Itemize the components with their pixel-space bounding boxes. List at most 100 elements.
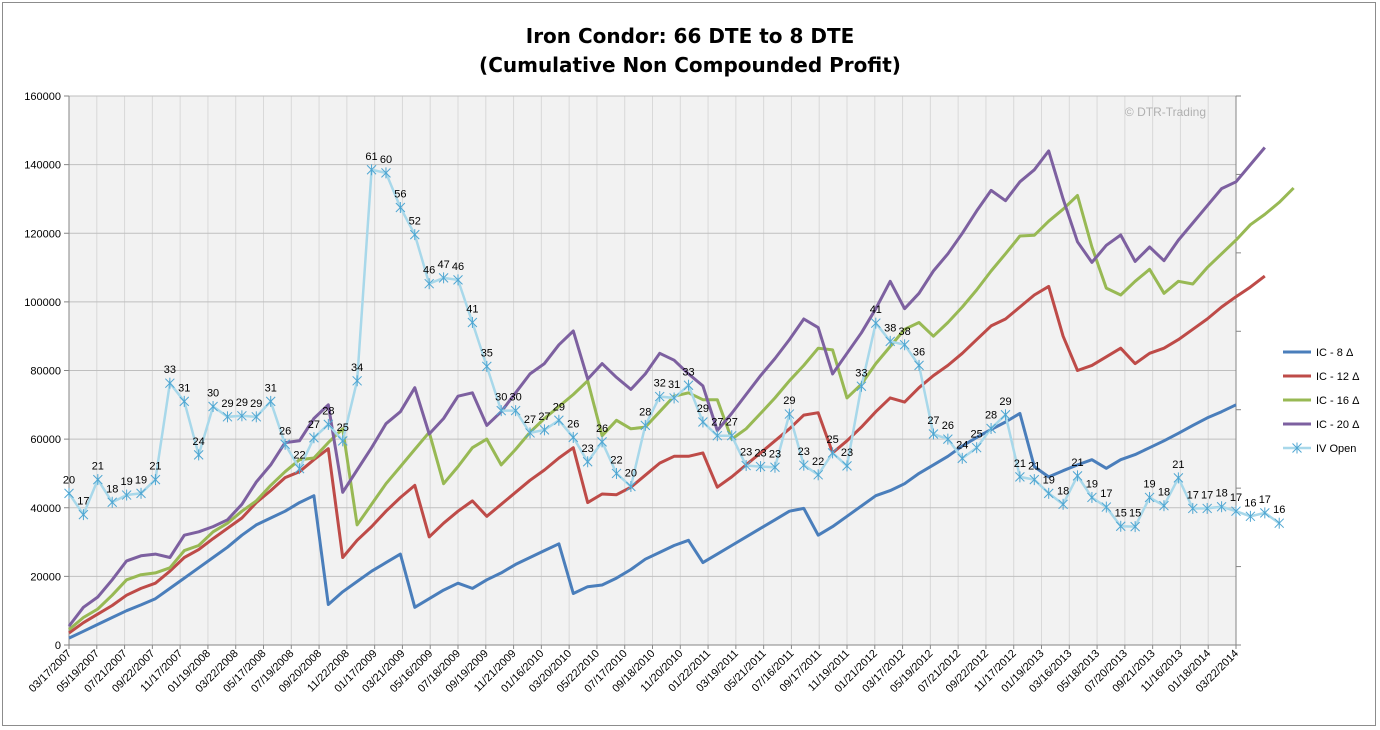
iv-data-label: 15 (1129, 508, 1141, 520)
iv-data-label: 21 (1028, 461, 1040, 473)
iv-open-marker (1144, 491, 1155, 503)
iv-data-label: 18 (1057, 485, 1069, 497)
iv-data-label: 20 (63, 474, 75, 486)
iv-open-marker (366, 164, 377, 176)
legend-item: IC - 8 Δ (1283, 347, 1354, 359)
iv-data-label: 46 (423, 265, 435, 277)
iv-open-marker (481, 360, 492, 372)
legend-item: IC - 12 Δ (1283, 371, 1360, 383)
iv-open-marker (193, 449, 204, 461)
iv-data-label: 26 (567, 418, 579, 430)
iv-data-label: 16 (1244, 497, 1256, 509)
iv-open-marker (136, 487, 146, 499)
series-line-2 (68, 274, 1266, 635)
y-tick-label: 20000 (30, 571, 61, 583)
iv-data-label: 25 (971, 429, 983, 441)
watermark: © DTR-Trading (1125, 105, 1206, 119)
iv-data-label: 19 (121, 476, 133, 488)
iv-open-marker (409, 229, 420, 241)
iv-open-marker (582, 456, 593, 468)
iv-data-label: 31 (265, 382, 277, 394)
iv-open-marker (453, 274, 463, 286)
legend-item: IC - 20 Δ (1283, 419, 1360, 431)
iv-open-marker (770, 461, 780, 473)
iv-data-label: 24 (956, 439, 968, 451)
iv-data-label: 30 (207, 388, 219, 400)
iv-open-marker (1000, 409, 1011, 421)
iv-data-label: 21 (1172, 459, 1184, 471)
iv-open-marker (928, 428, 939, 440)
iv-open-marker (626, 480, 636, 492)
iv-open-marker (1043, 487, 1054, 499)
iv-data-label: 31 (668, 379, 680, 391)
iv-data-label: 22 (812, 456, 824, 468)
iv-data-label: 27 (538, 411, 550, 423)
iv-data-label: 22 (293, 450, 305, 462)
iv-data-label: 30 (510, 392, 522, 404)
iv-open-marker (265, 395, 276, 407)
iv-data-label: 56 (394, 189, 406, 201)
iv-open-marker (726, 430, 737, 442)
iv-data-label: 23 (582, 443, 594, 455)
iv-open-marker (827, 447, 838, 459)
iv-open-marker (107, 496, 118, 508)
iv-data-label: 23 (740, 447, 752, 459)
y-tick-label: 120000 (24, 228, 61, 240)
iv-open-marker (1058, 498, 1068, 510)
y-tick-label: 80000 (30, 366, 61, 378)
iv-data-label: 28 (639, 406, 651, 418)
iv-data-label: 29 (250, 398, 262, 410)
y-tick-label: 100000 (24, 297, 61, 309)
iv-data-label: 33 (682, 366, 694, 378)
iv-open-marker (1216, 501, 1227, 513)
iv-open-marker (337, 435, 348, 447)
iv-open-marker (957, 452, 968, 464)
iv-data-label: 61 (365, 151, 377, 163)
iv-open-marker (309, 432, 319, 444)
chart-title: Iron Condor: 66 DTE to 8 DTE (525, 24, 855, 48)
iv-open-marker (1231, 505, 1241, 517)
iv-open-marker (813, 469, 824, 481)
iv-open-marker (899, 339, 910, 351)
iv-data-label: 21 (92, 461, 104, 473)
y-tick-label: 0 (55, 640, 61, 652)
iv-open-marker (597, 436, 607, 448)
iv-data-label: 18 (1215, 488, 1227, 500)
iv-open-marker (323, 418, 334, 430)
iv-data-label: 26 (596, 423, 608, 435)
iv-data-label: 17 (1201, 489, 1213, 501)
iv-open-marker (741, 460, 752, 472)
iv-open-marker (654, 391, 665, 403)
iv-data-label: 35 (481, 347, 493, 359)
iv-data-label: 52 (409, 216, 421, 228)
iv-data-label: 47 (437, 259, 449, 271)
legend-label: IC - 12 Δ (1316, 371, 1360, 383)
iv-open-marker (755, 461, 766, 473)
iv-data-label: 26 (279, 425, 291, 437)
legend-item: IV Open (1283, 442, 1356, 455)
iv-open-marker (1245, 510, 1256, 522)
y-tick-label: 140000 (24, 160, 61, 172)
iv-data-label: 19 (1143, 478, 1155, 490)
iv-open-marker (395, 202, 406, 214)
iv-data-label: 36 (913, 346, 925, 358)
legend-label: IV Open (1316, 443, 1356, 455)
series-layer (67, 146, 1295, 640)
iv-data-label: 41 (466, 303, 478, 315)
iv-open-marker (381, 167, 391, 179)
iv-open-marker (640, 419, 651, 431)
iv-open-marker (1029, 474, 1040, 486)
iv-open-marker (842, 460, 852, 472)
iv-open-marker (914, 359, 924, 371)
iv-data-label: 18 (1158, 487, 1170, 499)
iv-data-label: 46 (452, 261, 464, 273)
legend: IC - 8 Δ IC - 12 Δ IC - 16 Δ IC - 20 Δ IV Op… (1283, 347, 1360, 455)
iv-data-label: 19 (1086, 478, 1098, 490)
iv-open-marker (164, 377, 175, 389)
iv-open-marker (698, 416, 708, 428)
iv-open-marker (121, 489, 132, 501)
iv-data-label: 17 (1259, 494, 1271, 506)
iv-data-label: 29 (236, 397, 248, 409)
iv-open-marker (1259, 507, 1270, 519)
iv-open-marker (1202, 502, 1213, 514)
